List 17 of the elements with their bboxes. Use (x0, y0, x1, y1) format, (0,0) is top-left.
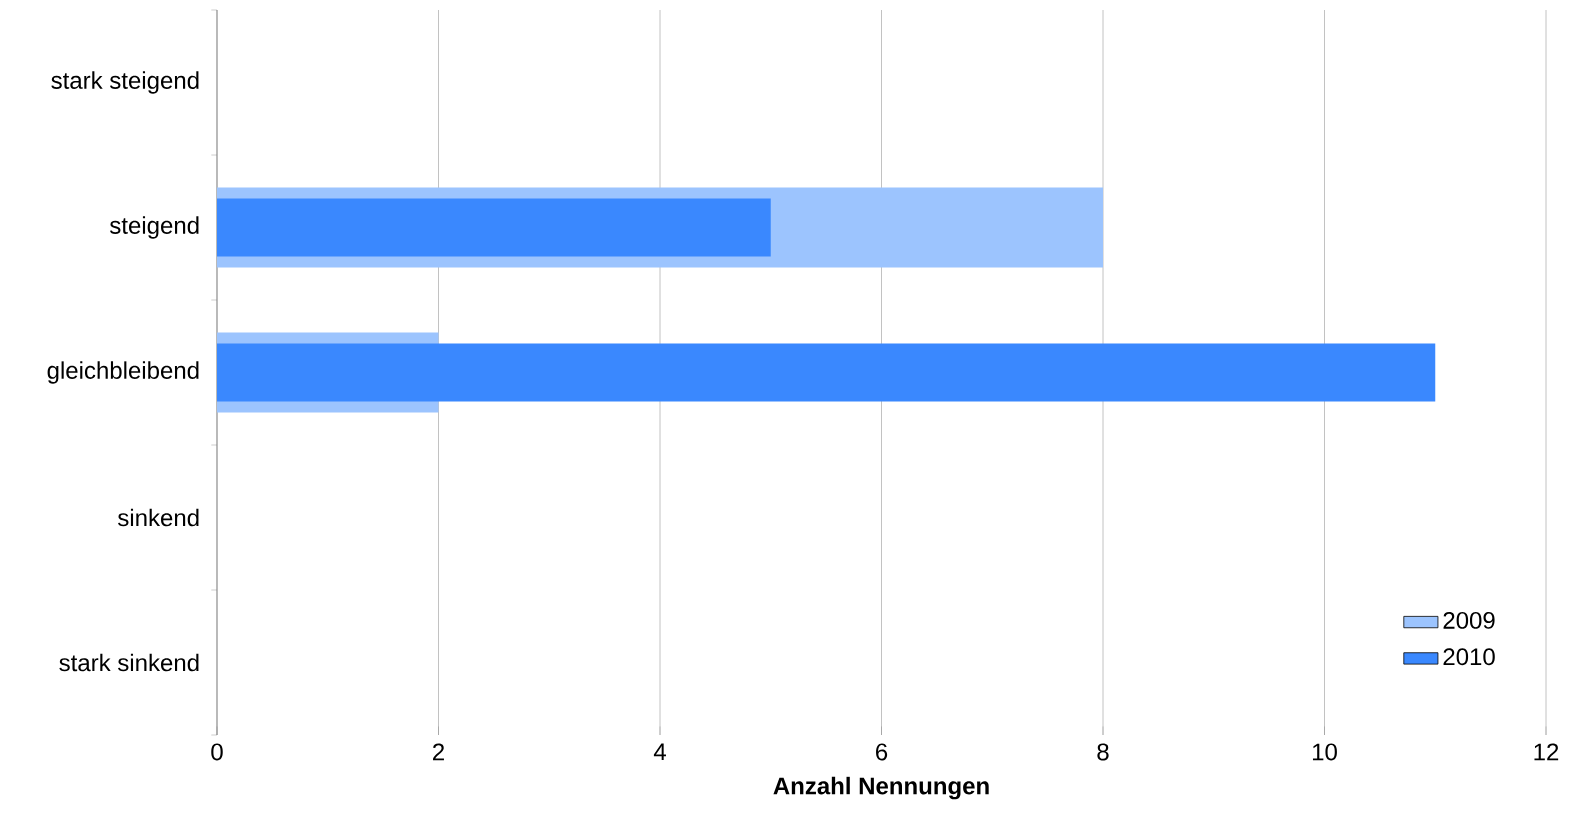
x-axis-title: Anzahl Nennungen (773, 776, 989, 800)
x-tick-label: 6 (876, 743, 888, 761)
x-tick-label: 8 (1097, 743, 1109, 761)
x-tick-label: 12 (1534, 743, 1559, 761)
legend-label: 2009 (1443, 611, 1495, 629)
bar (217, 198, 771, 257)
y-tick-label: gleichbleibend (47, 361, 199, 384)
x-tick-label: 2 (433, 743, 444, 761)
y-tick-label: sinkend (118, 508, 199, 527)
bar (217, 343, 1436, 402)
legend-label: 2010 (1443, 648, 1495, 666)
x-tick-label: 10 (1312, 743, 1337, 761)
y-tick-label: stark steigend (51, 71, 199, 94)
y-tick-label: stark sinkend (59, 653, 199, 672)
x-tick-label: 0 (211, 743, 223, 761)
y-tick-label: steigend (109, 216, 199, 239)
x-tick-label: 4 (653, 743, 666, 760)
